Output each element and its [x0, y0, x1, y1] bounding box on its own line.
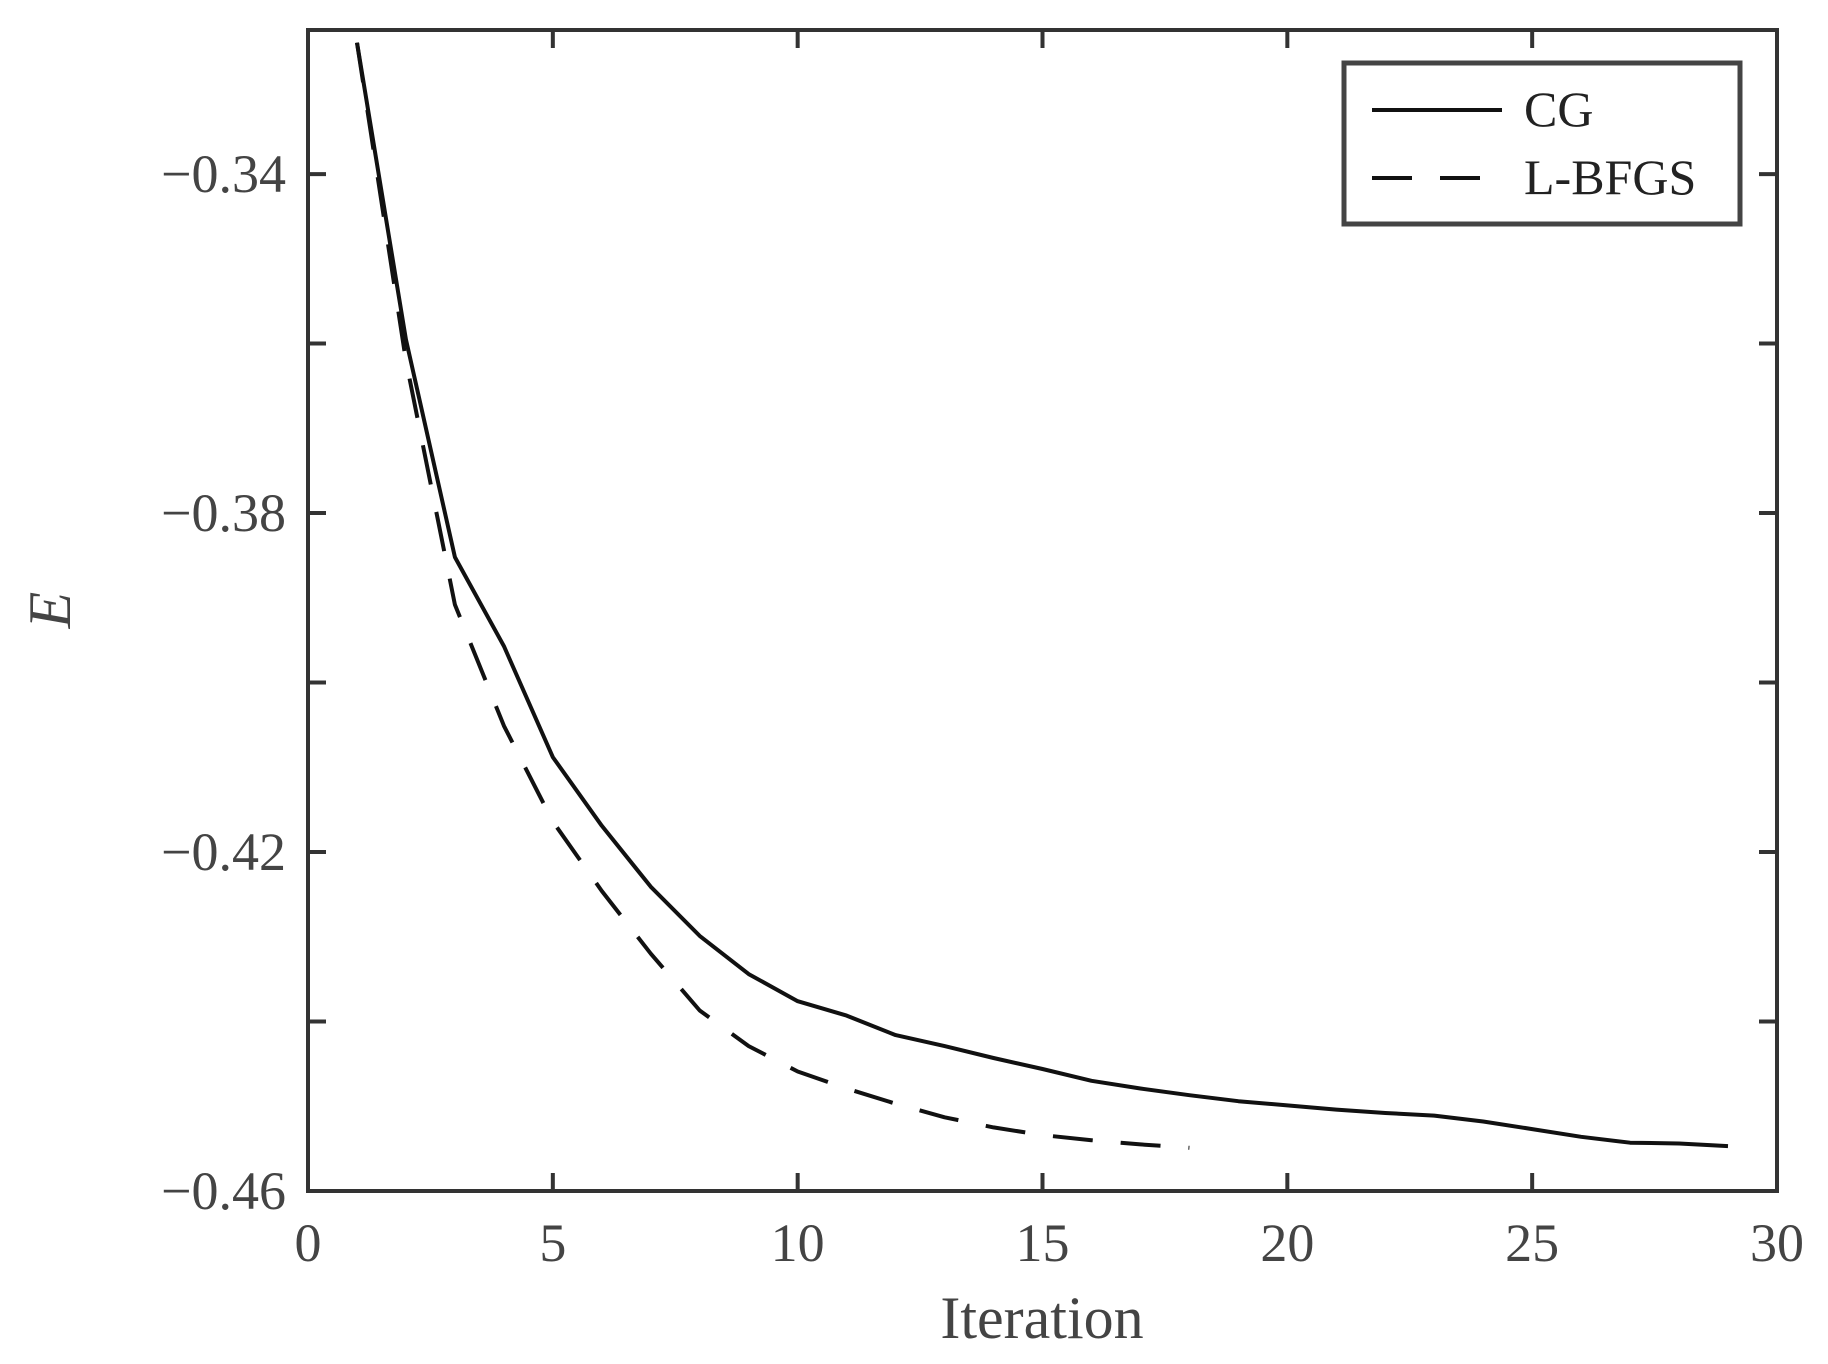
- ticks-layer: 0 5 10 15 20 25 30 −0.34 −0.38 −0.42 −0.46: [161, 30, 1804, 1273]
- series-line-lbfgs: [355, 42, 1190, 1150]
- x-tick-label: 25: [1505, 1213, 1559, 1273]
- x-tick-label: 20: [1260, 1213, 1314, 1273]
- x-tick-label: 10: [771, 1213, 825, 1273]
- x-tick-label: 0: [295, 1213, 322, 1273]
- legend: CG L-BFGS: [1341, 60, 1743, 227]
- y-tick-label: −0.42: [161, 822, 286, 882]
- legend-box: [1341, 60, 1743, 227]
- legend-label-cg: CG: [1524, 81, 1593, 137]
- x-tick-label: 30: [1750, 1213, 1804, 1273]
- y-tick-label: −0.34: [161, 144, 286, 204]
- plot-frame: [306, 28, 1779, 1193]
- y-tick-label: −0.46: [161, 1161, 286, 1221]
- series-layer: [355, 42, 1729, 1150]
- x-tick-label: 15: [1016, 1213, 1070, 1273]
- series-line-cg: [355, 42, 1729, 1149]
- x-axis-label: Iteration: [940, 1285, 1143, 1351]
- y-axis-label: E: [17, 592, 83, 630]
- legend-label-lbfgs: L-BFGS: [1524, 149, 1696, 205]
- y-tick-label: −0.38: [161, 483, 286, 543]
- x-tick-label: 5: [539, 1213, 566, 1273]
